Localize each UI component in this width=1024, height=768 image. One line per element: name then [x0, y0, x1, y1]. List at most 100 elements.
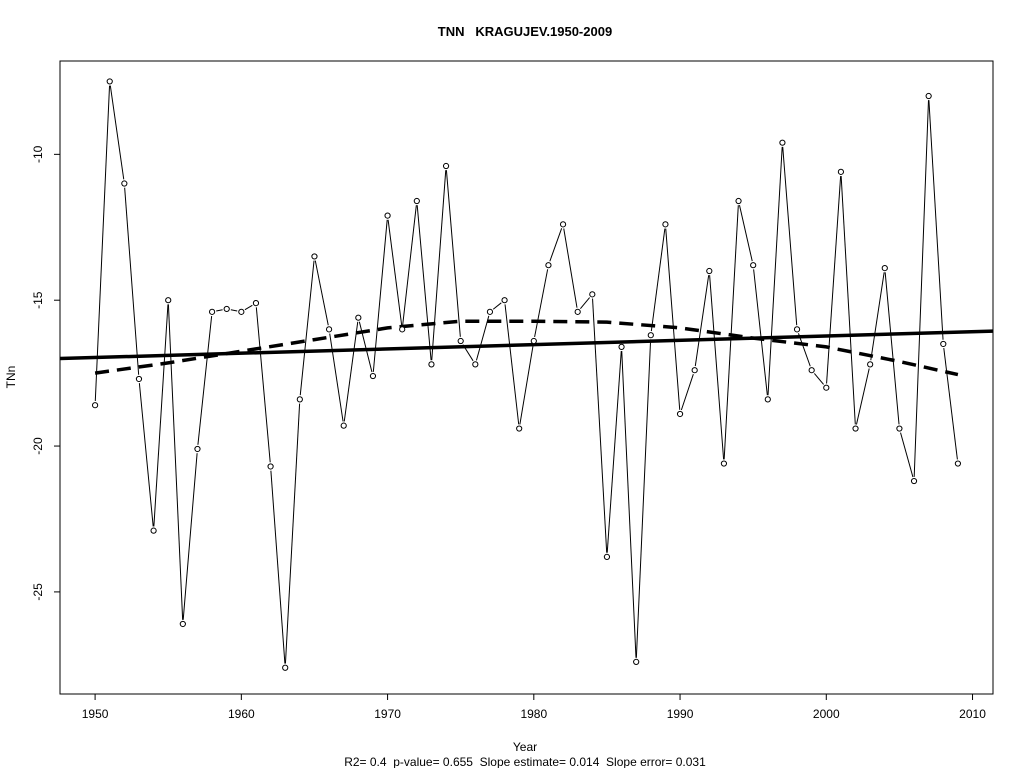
data-point: [867, 361, 874, 368]
data-point: [486, 308, 494, 315]
trend-lines: [59, 319, 994, 377]
series-segment: [694, 275, 710, 367]
series-segment: [329, 333, 344, 422]
data-point: [530, 337, 537, 345]
y-tick-label: -25: [31, 583, 45, 601]
y-tick-label: -20: [31, 437, 45, 455]
data-point: [852, 425, 859, 432]
series-segment: [504, 304, 520, 425]
series-segment: [372, 219, 388, 372]
series-segment: [884, 272, 900, 425]
series-segment: [738, 205, 753, 262]
series-segment: [492, 302, 502, 310]
series-segment: [270, 470, 286, 664]
series-segment: [445, 170, 461, 337]
series-segment: [216, 309, 223, 312]
series-segment: [534, 269, 549, 338]
data-point: [618, 343, 625, 350]
data-point: [925, 92, 932, 100]
series-segment: [563, 228, 578, 308]
data-point: [706, 267, 713, 275]
data-point: [252, 300, 260, 307]
y-tick-label: -15: [31, 291, 45, 309]
series-segment: [579, 297, 590, 309]
data-point: [720, 460, 728, 467]
y-axis: -25 -20 -15 -10: [31, 145, 60, 601]
x-tick-label: 2010: [959, 707, 986, 721]
data-point: [559, 221, 567, 228]
series-segment: [900, 432, 914, 478]
x-tick-label: 2000: [813, 707, 840, 721]
data-point: [384, 212, 391, 219]
series-segment: [753, 269, 768, 396]
data-point: [940, 340, 947, 348]
data-point: [296, 396, 303, 403]
data-point: [750, 262, 757, 269]
smooth-trend-line: [94, 319, 959, 377]
data-point: [501, 297, 508, 304]
series-segment: [782, 146, 798, 326]
series-segment: [606, 351, 622, 553]
data-point: [545, 262, 552, 269]
x-tick-label: 1990: [667, 707, 694, 721]
data-point: [779, 139, 786, 146]
data-point: [837, 168, 845, 175]
series-segment: [635, 339, 652, 658]
data-point: [428, 361, 435, 368]
series-segment: [138, 383, 154, 527]
data-point: [896, 425, 903, 432]
x-axis-label: Year: [513, 740, 537, 754]
series-segment: [767, 146, 783, 396]
linear-trend-line: [59, 329, 994, 361]
data-point: [442, 162, 450, 170]
series-segment: [416, 205, 432, 361]
data-point: [355, 314, 362, 321]
plot-frame: [59, 60, 994, 695]
series-segment: [284, 403, 301, 664]
chart-title: TNN KRAGUJEV.1950-2009: [438, 24, 612, 39]
data-point: [208, 308, 216, 315]
data-series: [91, 78, 962, 671]
x-tick-label: 1980: [520, 707, 547, 721]
series-segment: [153, 304, 169, 527]
data-point: [340, 422, 347, 429]
series-segment: [592, 298, 608, 553]
data-point: [647, 332, 654, 339]
series-segment: [840, 176, 856, 425]
series-segment: [826, 176, 842, 384]
data-point: [238, 308, 245, 315]
series-segment: [665, 228, 681, 410]
data-point: [764, 396, 771, 403]
data-point: [121, 180, 128, 187]
x-tick-label: 1960: [228, 707, 255, 721]
series-segment: [167, 304, 184, 620]
series-segment: [244, 304, 253, 311]
data-point: [91, 402, 99, 409]
data-point: [457, 337, 464, 345]
data-point: [179, 620, 186, 628]
series-segment: [928, 100, 944, 340]
data-point: [150, 527, 157, 534]
data-point: [472, 361, 479, 368]
data-point: [735, 197, 742, 205]
data-point: [516, 425, 523, 432]
data-point: [823, 384, 830, 391]
series-segment: [475, 315, 490, 361]
data-point: [633, 658, 640, 666]
data-point: [413, 197, 420, 205]
data-point: [910, 477, 918, 485]
x-tick-label: 1950: [82, 707, 109, 721]
data-point: [135, 375, 143, 383]
data-point: [194, 445, 201, 453]
series-segment: [387, 219, 403, 326]
series-segment: [549, 228, 563, 262]
series-segment: [182, 453, 198, 620]
series-segment: [709, 275, 725, 460]
series-segment: [314, 260, 329, 326]
series-segment: [299, 260, 315, 396]
data-point: [589, 291, 596, 298]
series-segment: [124, 187, 140, 375]
series-segment: [650, 228, 666, 332]
x-axis: 1950 1960 1970 1980 1990 2000 2010: [82, 694, 986, 721]
